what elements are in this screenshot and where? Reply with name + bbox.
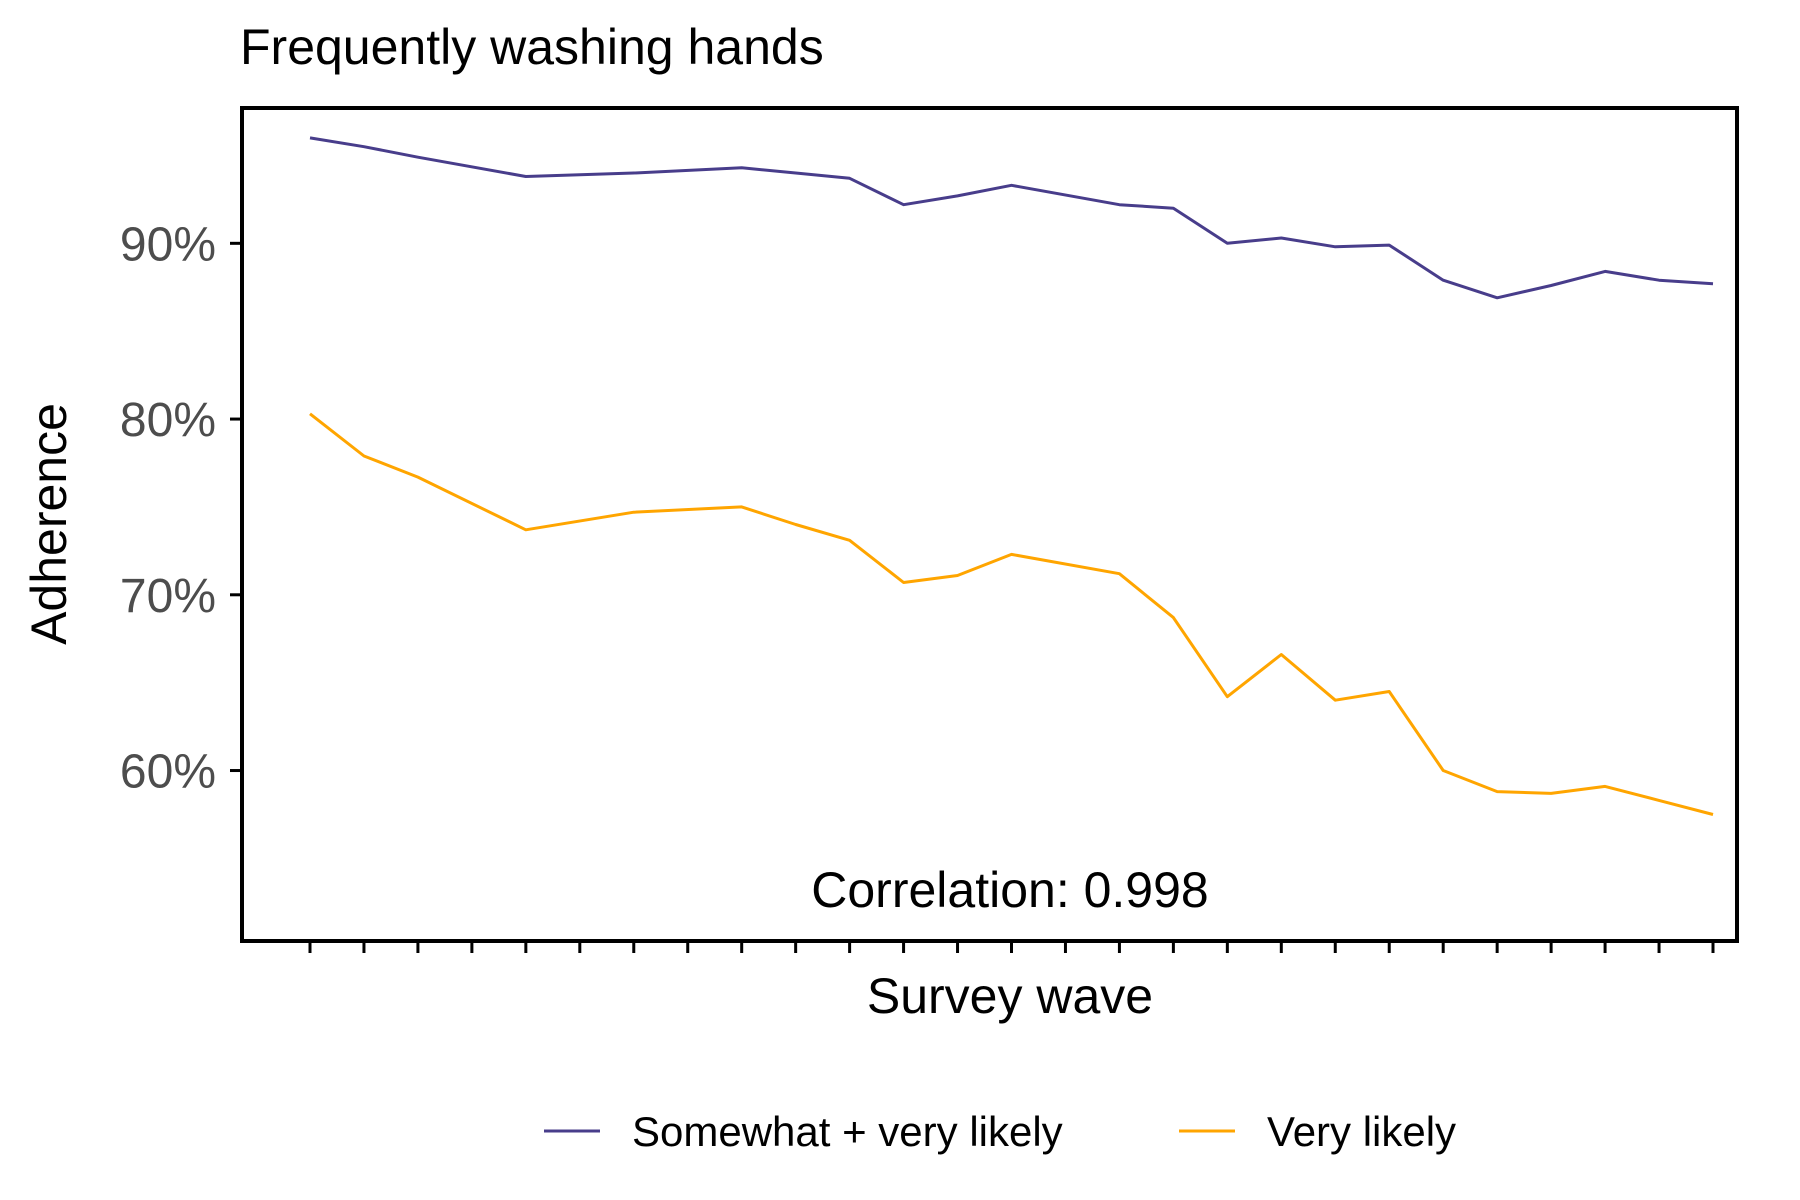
series-line-1 [309,136,1714,300]
y-axis: 60% 70% 80% 90% [120,218,242,799]
y-axis-label: Adherence [21,403,77,645]
y-tick-label: 70% [120,570,216,623]
x-axis [308,941,1715,953]
correlation-annotation: Correlation: 0.998 [811,862,1208,918]
chart-title: Frequently washing hands [240,19,824,75]
y-tick-label: 60% [120,746,216,799]
legend-label-2: Very likely [1267,1108,1456,1155]
y-tick-label: 80% [120,394,216,447]
plot-border [240,106,1739,943]
y-tick-label: 90% [120,218,216,271]
legend-label-1: Somewhat + very likely [632,1108,1063,1155]
legend: Somewhat + very likely Very likely [544,1108,1456,1155]
series-line-2 [309,412,1714,816]
plot-area [309,136,1714,816]
x-axis-label: Survey wave [867,968,1153,1024]
